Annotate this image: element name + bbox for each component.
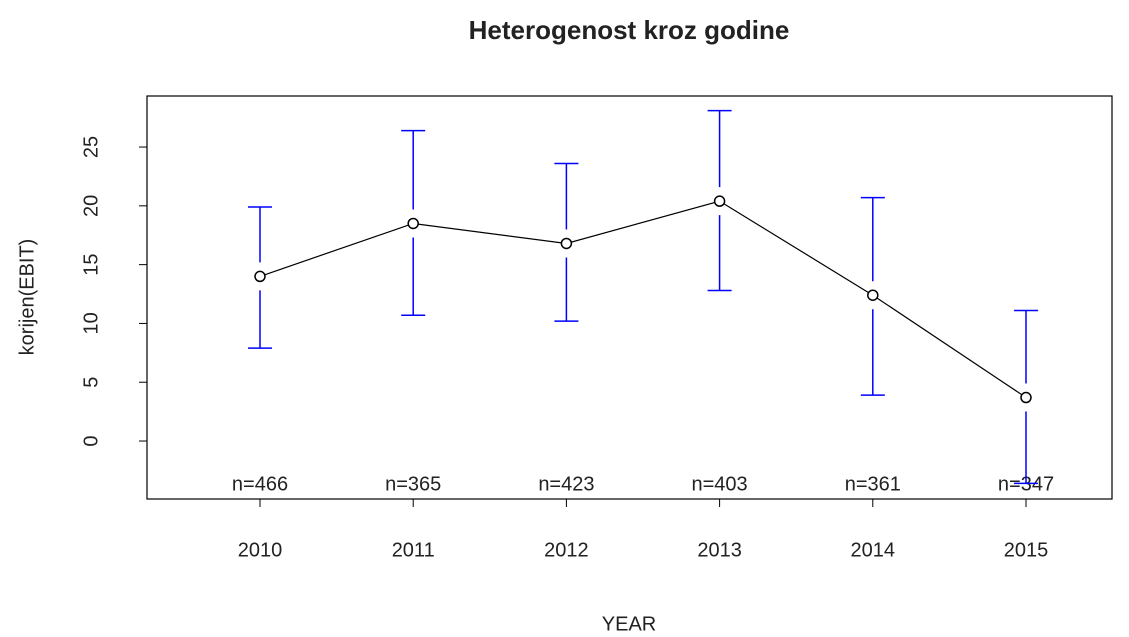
error-bar-lower bbox=[1014, 411, 1038, 485]
mean-point bbox=[254, 270, 266, 283]
y-tick-label: 25 bbox=[80, 136, 102, 158]
x-tick-label: 2015 bbox=[1004, 539, 1049, 561]
chart-title: Heterogenost kroz godine bbox=[469, 15, 790, 45]
error-bar-lower bbox=[248, 290, 272, 349]
mean-point bbox=[867, 289, 879, 301]
error-bar-lower bbox=[860, 309, 885, 396]
error-bar-lower bbox=[401, 237, 426, 316]
y-tick-label: 10 bbox=[80, 312, 102, 334]
y-tick-label: 20 bbox=[80, 195, 102, 217]
error-bar-lower bbox=[707, 215, 732, 292]
x-tick-label: 2012 bbox=[544, 539, 589, 561]
y-tick-label: 5 bbox=[80, 377, 102, 388]
y-axis-label: korijen(EBIT) bbox=[16, 239, 38, 356]
n-label: n=365 bbox=[385, 473, 441, 495]
x-tick-label: 2014 bbox=[851, 539, 896, 561]
error-bar-upper bbox=[860, 196, 885, 282]
error-bar-upper bbox=[401, 129, 426, 210]
mean-point bbox=[407, 217, 419, 230]
n-label: n=361 bbox=[845, 473, 901, 495]
x-tick-label: 2010 bbox=[238, 539, 283, 561]
x-tick-label: 2011 bbox=[392, 539, 435, 561]
mean-point bbox=[560, 237, 573, 250]
n-label: n=423 bbox=[538, 473, 594, 495]
n-label: n=347 bbox=[998, 473, 1054, 495]
error-bar-upper bbox=[248, 206, 272, 263]
error-bar-upper bbox=[1014, 309, 1038, 384]
error-bar-lower bbox=[554, 257, 579, 322]
x-tick-label: 2013 bbox=[697, 539, 742, 561]
mean-point bbox=[1020, 391, 1032, 404]
y-tick-label: 0 bbox=[80, 435, 102, 446]
error-bar-upper bbox=[707, 109, 732, 188]
n-label: n=466 bbox=[232, 473, 288, 495]
mean-point bbox=[713, 195, 726, 207]
plot-frame bbox=[146, 95, 1113, 500]
error-bar-upper bbox=[554, 162, 579, 230]
x-axis-label: YEAR bbox=[602, 613, 656, 635]
y-tick-label: 15 bbox=[80, 254, 102, 276]
mean-line bbox=[259, 200, 1027, 399]
n-label: n=403 bbox=[692, 473, 748, 495]
